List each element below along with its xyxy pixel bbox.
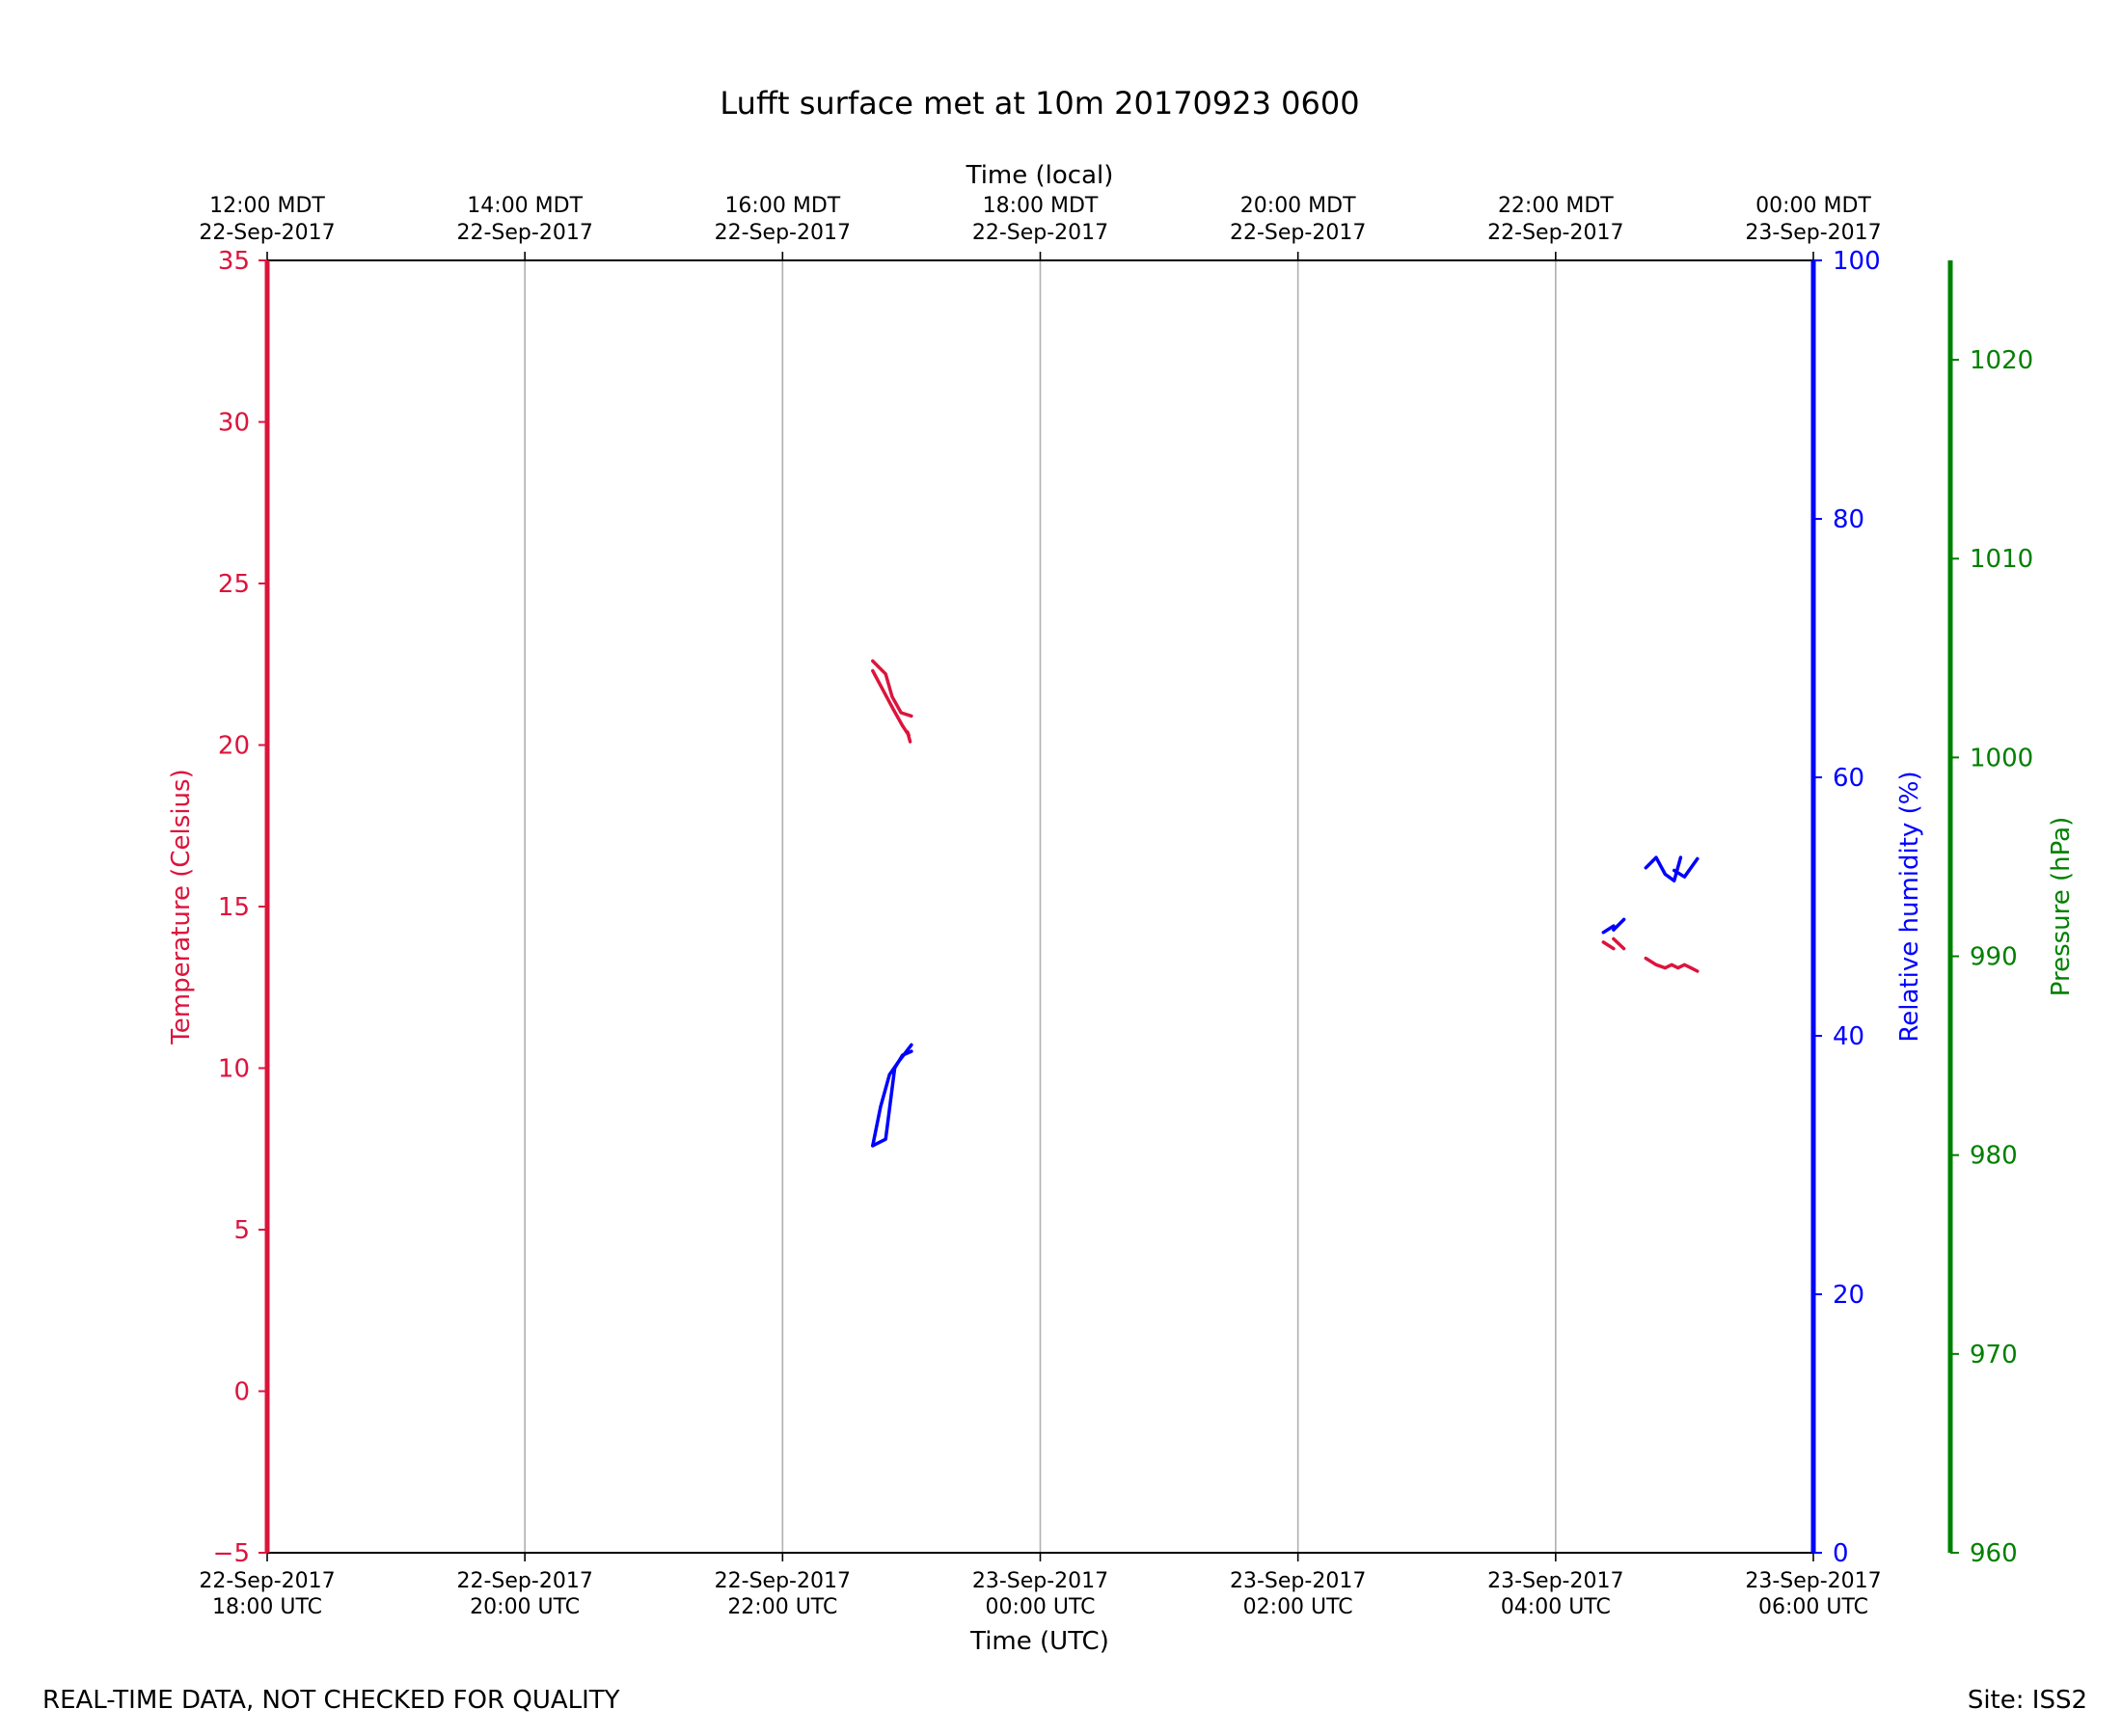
x-tick-label-utc-time: 20:00 UTC bbox=[470, 1595, 580, 1619]
humidity-series-line bbox=[1644, 855, 1683, 882]
x-tick-label-utc-date: 23-Sep-2017 bbox=[1487, 1569, 1623, 1593]
x-tick-label-utc-time: 04:00 UTC bbox=[1501, 1595, 1611, 1619]
pressure-tick-label: 960 bbox=[1970, 1539, 2018, 1568]
x-tick-label-utc-date: 22-Sep-2017 bbox=[715, 1569, 851, 1593]
humidity-tick-label: 60 bbox=[1833, 764, 1864, 793]
pressure-tick-label: 990 bbox=[1970, 943, 2018, 972]
pressure-tick-label: 1000 bbox=[1970, 744, 2033, 773]
humidity-tick-label: 0 bbox=[1833, 1539, 1849, 1568]
temperature-tick-label: 20 bbox=[218, 732, 250, 761]
temperature-series-line bbox=[1612, 936, 1626, 951]
x-tick-label-local-time: 12:00 MDT bbox=[209, 194, 325, 218]
temperature-tick-label: 5 bbox=[233, 1216, 250, 1245]
humidity-tick-label: 20 bbox=[1833, 1281, 1864, 1310]
temperature-tick-label: 35 bbox=[218, 247, 250, 276]
top-axis-label: Time (local) bbox=[966, 161, 1114, 190]
x-tick-label-local-date: 23-Sep-2017 bbox=[1745, 221, 1881, 245]
x-tick-label-local-date: 22-Sep-2017 bbox=[199, 221, 335, 245]
humidity-series-line bbox=[1601, 924, 1616, 935]
humidity-series-line bbox=[871, 1043, 913, 1148]
x-tick-label-local-date: 22-Sep-2017 bbox=[457, 221, 593, 245]
x-tick-label-local-date: 22-Sep-2017 bbox=[972, 221, 1108, 245]
temperature-tick-label: 0 bbox=[233, 1378, 250, 1407]
x-tick-label-local-date: 22-Sep-2017 bbox=[715, 221, 851, 245]
quality-disclaimer: REAL-TIME DATA, NOT CHECKED FOR QUALITY bbox=[42, 1686, 620, 1715]
temperature-tick-label: 10 bbox=[218, 1055, 250, 1084]
humidity-series-line bbox=[871, 1049, 913, 1148]
x-tick-label-utc-time: 00:00 UTC bbox=[985, 1595, 1095, 1619]
x-tick-label-utc-time: 18:00 UTC bbox=[212, 1595, 322, 1619]
x-tick-label-utc-time: 02:00 UTC bbox=[1243, 1595, 1353, 1619]
site-label: Site: ISS2 bbox=[1967, 1686, 2087, 1715]
x-tick-label-utc-time: 22:00 UTC bbox=[727, 1595, 837, 1619]
temperature-axis-label: Temperature (Celsius) bbox=[167, 769, 196, 1044]
x-tick-label-utc-time: 06:00 UTC bbox=[1758, 1595, 1868, 1619]
x-tick-label-utc-date: 23-Sep-2017 bbox=[1230, 1569, 1366, 1593]
x-tick-label-utc-date: 23-Sep-2017 bbox=[1745, 1569, 1881, 1593]
x-tick-label-local-date: 22-Sep-2017 bbox=[1487, 221, 1623, 245]
bottom-axis-label: Time (UTC) bbox=[969, 1627, 1109, 1656]
pressure-tick-label: 1010 bbox=[1970, 545, 2033, 574]
pressure-tick-label: 980 bbox=[1970, 1142, 2018, 1171]
x-tick-label-local-time: 16:00 MDT bbox=[724, 194, 840, 218]
x-tick-label-utc-date: 22-Sep-2017 bbox=[457, 1569, 593, 1593]
temperature-series-line bbox=[1601, 940, 1616, 951]
temperature-tick-label: 30 bbox=[218, 409, 250, 438]
x-tick-label-local-time: 22:00 MDT bbox=[1498, 194, 1614, 218]
humidity-series-line bbox=[1612, 917, 1626, 932]
humidity-tick-label: 100 bbox=[1833, 247, 1881, 276]
gridlines bbox=[524, 260, 1557, 1553]
x-tick-label-local-time: 14:00 MDT bbox=[467, 194, 583, 218]
x-tick-label-local-time: 20:00 MDT bbox=[1240, 194, 1356, 218]
humidity-axis-label: Relative humidity (%) bbox=[1895, 771, 1924, 1042]
temperature-series-line bbox=[1644, 956, 1700, 973]
pressure-axis-label: Pressure (hPa) bbox=[2047, 817, 2076, 997]
temperature-series-line bbox=[871, 668, 912, 744]
temperature-tick-label: −5 bbox=[213, 1539, 250, 1568]
x-tick-label-local-time: 00:00 MDT bbox=[1755, 194, 1871, 218]
data-series bbox=[871, 659, 1700, 1148]
temperature-tick-label: 15 bbox=[218, 893, 250, 922]
x-tick-label-utc-date: 22-Sep-2017 bbox=[199, 1569, 335, 1593]
x-tick-label-utc-date: 23-Sep-2017 bbox=[972, 1569, 1108, 1593]
x-tick-label-local-time: 18:00 MDT bbox=[983, 194, 1099, 218]
humidity-series-line bbox=[1672, 856, 1700, 879]
humidity-tick-label: 80 bbox=[1833, 505, 1864, 534]
x-tick-label-local-date: 22-Sep-2017 bbox=[1230, 221, 1366, 245]
pressure-tick-label: 970 bbox=[1970, 1341, 2018, 1370]
pressure-tick-label: 1020 bbox=[1970, 346, 2033, 375]
temperature-tick-label: 25 bbox=[218, 570, 250, 599]
temperature-series-line bbox=[871, 659, 913, 719]
humidity-tick-label: 40 bbox=[1833, 1022, 1864, 1051]
chart-title: Lufft surface met at 10m 20170923 0600 bbox=[720, 85, 1359, 122]
